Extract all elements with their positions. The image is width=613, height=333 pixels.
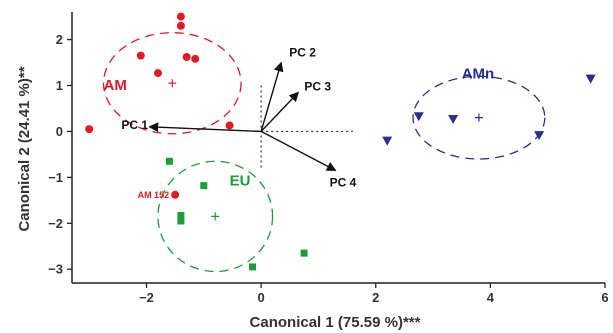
loading-label-pc4: PC 4 <box>330 175 357 189</box>
y-tick-label: −2 <box>48 216 63 231</box>
data-point-eu <box>249 263 257 271</box>
loading-label-pc3: PC 3 <box>304 79 331 93</box>
x-tick-label: 2 <box>372 290 379 305</box>
loading-label-pc1: PC 1 <box>121 118 148 132</box>
loading-label-pc2: PC 2 <box>289 46 316 60</box>
data-point-eu <box>177 217 185 225</box>
group-label-amn: AMn <box>462 66 495 83</box>
data-point-eu <box>300 249 308 257</box>
confidence-ellipse-amn <box>412 75 546 160</box>
point-annotation-label: AM 152 <box>138 190 170 200</box>
x-tick-label: 0 <box>258 290 265 305</box>
x-tick-label: −2 <box>139 290 154 305</box>
confidence-ellipse-eu <box>157 160 274 273</box>
data-points <box>85 12 596 271</box>
group-label-am: AM <box>104 77 127 94</box>
data-point-am <box>176 21 185 30</box>
data-point-am <box>85 125 94 134</box>
y-tick-label: −3 <box>48 262 63 277</box>
x-tick-label: 4 <box>487 290 495 305</box>
data-point-amn <box>382 136 393 146</box>
data-point-am <box>171 190 180 199</box>
data-point-am <box>182 53 191 62</box>
confidence-ellipse-am <box>102 32 242 135</box>
y-tick-label: 2 <box>56 32 63 47</box>
data-point-eu <box>200 182 208 190</box>
loading-vectors: PC 1 PC 2 PC 3 PC 4 <box>121 46 356 190</box>
y-tick-label: 1 <box>56 78 63 93</box>
y-tick-label: 0 <box>56 124 63 139</box>
loading-arrow-pc1 <box>148 122 262 133</box>
data-point-eu <box>165 157 173 165</box>
data-point-amn <box>534 131 545 141</box>
data-point-am <box>136 51 145 60</box>
data-point-am <box>176 12 185 21</box>
data-point-amn <box>585 74 596 84</box>
centroid-marker-eu <box>211 212 220 221</box>
centroid-marker-amn <box>474 113 483 122</box>
data-point-am <box>225 121 234 130</box>
group-labels: AM EU AMn AM 152 <box>104 66 495 200</box>
data-point-am <box>191 54 200 63</box>
data-point-amn <box>413 112 424 122</box>
loading-arrow-pc4 <box>260 130 337 172</box>
group-label-eu: EU <box>230 173 251 190</box>
group-ellipses <box>102 32 546 273</box>
axes: −2 0 2 4 6 2 1 0 −1 −2 −3 <box>48 12 609 305</box>
data-point-amn <box>448 115 459 125</box>
data-point-am <box>153 69 162 78</box>
loading-arrow-pc2 <box>260 61 284 132</box>
y-axis-title: Canonical 2 (24.41 %)** <box>16 66 33 231</box>
x-axis-title: Canonical 1 (75.59 %)*** <box>250 314 421 331</box>
centroid-marker-am <box>168 79 177 88</box>
x-tick-label: 6 <box>601 290 608 305</box>
loading-arrow-pc3 <box>260 91 300 132</box>
reference-lines <box>260 85 353 171</box>
data-point-eu <box>177 211 185 219</box>
y-tick-label: −1 <box>48 170 63 185</box>
